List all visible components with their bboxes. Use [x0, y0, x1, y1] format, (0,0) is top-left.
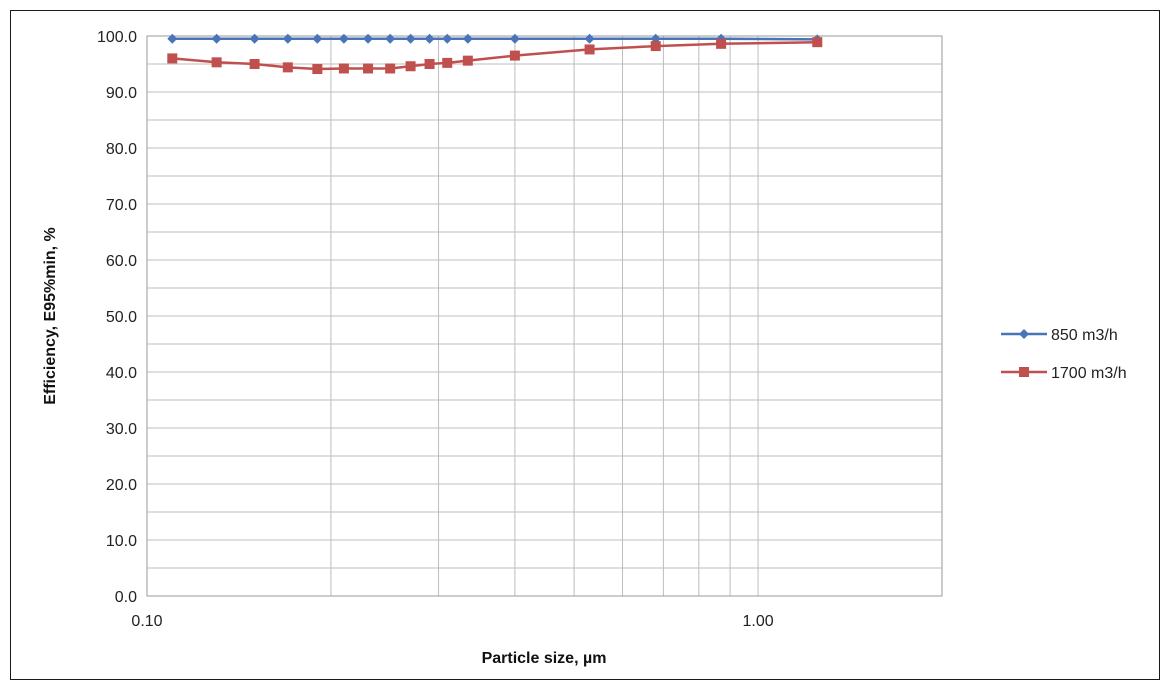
square-marker: [167, 53, 178, 64]
diamond-marker: [249, 33, 260, 44]
y-tick-label: 0.0: [115, 589, 137, 606]
efficiency-chart: 0.0 10.0 20.0 30.0 40.0 50.0 60.0 70.0 80.0 90.0 1…: [42, 29, 1127, 667]
square-marker: [812, 37, 823, 48]
y-tick-label: 70.0: [106, 197, 137, 214]
legend: 850 m3/h 1700 m3/h: [1001, 327, 1127, 382]
diamond-marker: [509, 33, 520, 44]
square-marker: [312, 64, 323, 75]
square-marker: [211, 57, 222, 68]
y-tick-label: 100.0: [97, 29, 137, 46]
square-marker: [424, 59, 435, 69]
y-tick-label: 60.0: [106, 253, 137, 270]
square-marker: [584, 44, 595, 55]
square-marker: [650, 41, 661, 52]
square-marker: [338, 63, 349, 74]
diamond-marker: [1019, 329, 1029, 339]
legend-item: 850 m3/h: [1001, 327, 1118, 344]
series-lines: [167, 33, 823, 75]
diamond-marker: [338, 33, 349, 44]
diamond-marker: [282, 33, 293, 44]
y-tick-labels: 0.0 10.0 20.0 30.0 40.0 50.0 60.0 70.0 80.0 90.0 1…: [97, 29, 137, 606]
square-marker: [509, 50, 520, 61]
x-tick-label: 0.10: [131, 613, 162, 630]
diamond-marker: [385, 33, 396, 44]
square-marker: [249, 59, 260, 69]
square-marker: [462, 55, 473, 66]
x-tick-label: 1.00: [742, 613, 773, 630]
square-marker: [363, 63, 374, 74]
y-tick-label: 20.0: [106, 477, 137, 494]
square-marker: [405, 61, 416, 72]
x-tick-labels: 0.10 1.00: [131, 613, 773, 630]
y-tick-label: 80.0: [106, 141, 137, 158]
y-tick-label: 50.0: [106, 309, 137, 326]
square-marker: [442, 57, 453, 68]
diamond-marker: [363, 33, 374, 44]
legend-item: 1700 m3/h: [1001, 365, 1127, 382]
square-marker: [282, 62, 293, 73]
y-axis-title: Efficiency, E95%min, %: [42, 227, 59, 405]
diamond-marker: [312, 33, 323, 44]
square-marker: [385, 63, 396, 74]
diamond-marker: [405, 33, 416, 44]
y-tick-label: 40.0: [106, 365, 137, 382]
gridlines: [147, 36, 942, 596]
y-tick-label: 90.0: [106, 85, 137, 102]
diamond-marker: [424, 33, 435, 44]
legend-label: 1700 m3/h: [1051, 365, 1127, 382]
square-marker: [1019, 367, 1029, 377]
series-1: [167, 37, 823, 75]
diamond-marker: [462, 33, 473, 44]
chart-frame: 0.0 10.0 20.0 30.0 40.0 50.0 60.0 70.0 80.0 90.0 1…: [10, 10, 1160, 680]
square-marker: [716, 38, 727, 49]
diamond-marker: [442, 33, 453, 44]
diamond-marker: [167, 33, 178, 44]
y-tick-label: 10.0: [106, 533, 137, 550]
x-axis-title: Particle size, µm: [482, 650, 607, 667]
y-tick-label: 30.0: [106, 421, 137, 438]
series-0: [167, 33, 823, 45]
legend-label: 850 m3/h: [1051, 327, 1118, 344]
diamond-marker: [584, 33, 595, 44]
plot-area-border: [146, 35, 943, 597]
diamond-marker: [211, 33, 222, 44]
